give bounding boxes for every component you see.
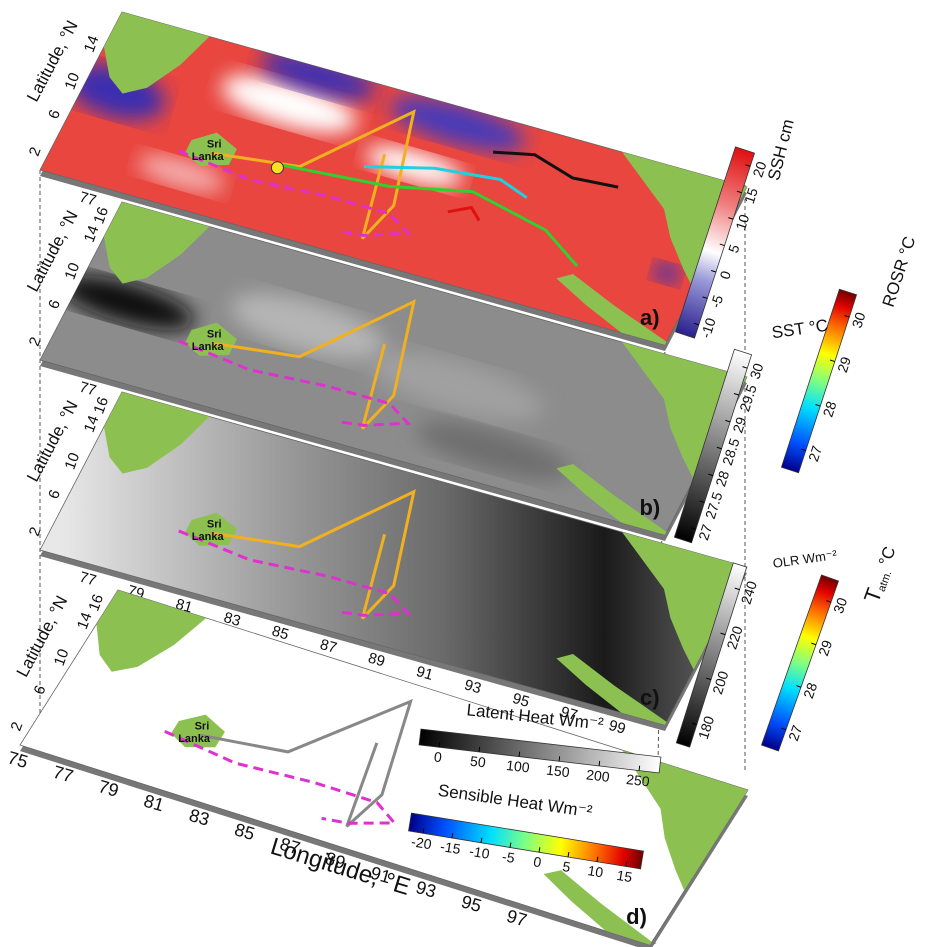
place-label: Sri <box>207 329 222 341</box>
colorbar-tick <box>519 752 520 757</box>
lon-tick-label: 77 <box>51 762 76 787</box>
colorbar-tick-label: 28 <box>712 468 732 488</box>
colorbar-tick-label: 10 <box>586 862 604 880</box>
lon-tick-label: 95 <box>459 891 484 916</box>
lat-tick-label: 10 <box>62 70 84 91</box>
colorbar: 27 28 29 30 <box>762 575 856 757</box>
place-label: Lanka <box>192 531 225 543</box>
colorbar-tick <box>479 747 480 752</box>
place-label: Lanka <box>192 151 225 163</box>
lat-tick-label: 14 <box>74 610 96 631</box>
lat-title: Latitude, °N <box>23 207 82 295</box>
colorbar-title: OLR Wm⁻² <box>772 547 839 571</box>
colorbar-tick-label: 30 <box>849 310 869 330</box>
lon-tick-label: 93 <box>462 676 483 697</box>
lon-tick-label: 97 <box>504 906 529 931</box>
lat-tick-label: 6 <box>45 298 64 312</box>
colorbar-title: Tatm.°C <box>859 543 902 606</box>
place-label: Sri <box>207 519 222 531</box>
lat-tick-label: 6 <box>45 488 64 502</box>
lat-tick-label: 14 <box>81 223 103 244</box>
panel-label: a) <box>640 305 660 330</box>
place-label: Sri <box>207 139 222 151</box>
colorbar-tick-label: 27 <box>805 443 825 463</box>
lat-tick-label: 6 <box>31 683 50 697</box>
panel-label: d) <box>626 904 647 929</box>
lat-tick-label: 2 <box>26 335 45 349</box>
figure: SriLankaa)777981838587899193959799141062… <box>0 0 931 947</box>
lon-tick-label: 81 <box>142 791 167 816</box>
lon-tick-label: 87 <box>318 636 339 657</box>
colorbar-tick-label: -20 <box>410 833 433 852</box>
panel-label: c) <box>640 685 660 710</box>
colorbar-tick <box>439 742 440 747</box>
title-sub: atm. <box>876 569 895 593</box>
colorbar-tick-label: 28 <box>800 680 820 700</box>
start-point <box>271 162 283 174</box>
lat-tick-label: 14 <box>81 33 103 54</box>
lat-tick-label: 6 <box>45 108 64 122</box>
colorbar-tick-label: 200 <box>585 766 610 785</box>
lon-tick-label: 99 <box>607 717 628 738</box>
colorbar-tick-label: 27 <box>695 522 715 542</box>
colorbar-tick-label: 30 <box>747 361 767 381</box>
lon-tick-label: 79 <box>96 776 121 801</box>
colorbar-tick-label: -5 <box>707 293 726 310</box>
colorbar-tick-label: 10 <box>732 212 752 232</box>
place-label: Lanka <box>192 341 225 353</box>
lat-tick-label: 10 <box>62 450 84 471</box>
lon-tick-label: 83 <box>187 805 212 830</box>
lat-tick-label: 2 <box>8 720 27 734</box>
colorbar-tick-label: 250 <box>625 771 650 790</box>
lon-tick-label: 91 <box>414 663 435 684</box>
colorbar-tick-label: 30 <box>830 595 850 615</box>
lon-tick-label: 77 <box>77 569 98 590</box>
colorbar-tick <box>559 756 560 761</box>
title-unit: °C <box>876 544 900 568</box>
colorbar-tick-label: 28 <box>820 399 840 419</box>
lat-tick-label: 10 <box>62 260 84 281</box>
colorbar-tick-label: 27 <box>785 723 805 743</box>
lat-tick-label: 2 <box>26 525 45 539</box>
colorbar-ramp <box>762 575 839 751</box>
colorbar-tick-label: 100 <box>505 757 530 776</box>
lon-tick-label: 89 <box>366 649 387 670</box>
lat-tick-label: 10 <box>51 647 73 668</box>
lat-tick-label: 14 <box>81 413 103 434</box>
colorbar-tick-label: 29 <box>815 638 835 658</box>
lat-title: Latitude, °N <box>23 17 82 105</box>
colorbar-tick <box>599 761 600 766</box>
colorbar-tick-label: -10 <box>468 843 491 862</box>
colorbar-tick-label: 29 <box>729 415 749 435</box>
panel-label: b) <box>639 495 660 520</box>
lon-tick-label: 75 <box>5 747 30 772</box>
colorbar-tick-label: 150 <box>545 762 570 781</box>
colorbar-tick-label: 0 <box>716 269 734 282</box>
place-label: Sri <box>195 720 210 732</box>
lat-title: Latitude, °N <box>23 397 82 485</box>
colorbar-tick-label: -15 <box>439 838 462 857</box>
lon-tick-label: 93 <box>414 877 439 902</box>
colorbar-title: SSH cm <box>764 117 798 182</box>
lat-tick-label: 2 <box>26 145 45 159</box>
colorbar-tick <box>639 766 640 771</box>
lat-tick-label: 16 <box>85 592 107 613</box>
lon-tick-label: 85 <box>232 819 257 844</box>
colorbar: 27 28 29 30 <box>781 289 873 478</box>
colorbar-tick-label: 5 <box>725 242 743 255</box>
colorbar-title: ROSR °C <box>879 234 920 309</box>
colorbar-title: SST °C <box>771 316 830 343</box>
place-label: Lanka <box>178 733 211 745</box>
colorbar-tick-label: 50 <box>469 753 487 771</box>
colorbar-tick-label: 15 <box>615 867 633 885</box>
colorbar-tick-label: 29 <box>834 354 854 374</box>
colorbar-tick-label: 15 <box>741 186 761 206</box>
